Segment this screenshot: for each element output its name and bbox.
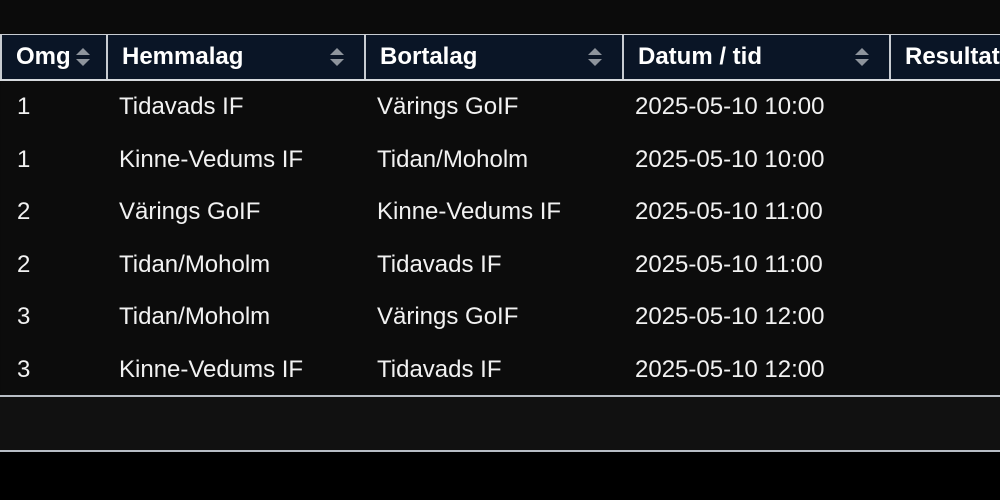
table-row[interactable]: 1 Kinne-Vedums IF Tidan/Moholm 2025-05-1…	[1, 133, 1000, 186]
cell-resultat	[890, 291, 1000, 344]
cell-bortalag: Tidavads IF	[365, 238, 623, 291]
cell-hemmalag: Tidan/Moholm	[107, 291, 365, 344]
column-header-label: Bortalag	[380, 43, 478, 71]
cell-bortalag: Tidavads IF	[365, 343, 623, 396]
bottom-band	[0, 452, 1000, 500]
column-header-resultat[interactable]: Resultat	[889, 34, 1000, 81]
cell-hemmalag: Värings GoIF	[107, 186, 365, 239]
cell-bortalag: Kinne-Vedums IF	[365, 186, 623, 239]
sort-icon[interactable]	[328, 46, 346, 68]
cell-resultat	[890, 133, 1000, 186]
cell-bortalag: Värings GoIF	[365, 291, 623, 344]
table-header: Omg Hemmalag Bortala	[0, 34, 1000, 81]
column-header-datum-tid[interactable]: Datum / tid	[622, 34, 890, 81]
sort-icon[interactable]	[853, 46, 871, 68]
sort-icon[interactable]	[74, 46, 92, 68]
column-header-label: Hemmalag	[122, 43, 244, 71]
cell-resultat	[890, 80, 1000, 134]
column-header-hemmalag[interactable]: Hemmalag	[106, 34, 365, 81]
cell-bortalag: Värings GoIF	[365, 80, 623, 134]
column-header-bortalag[interactable]: Bortalag	[364, 34, 623, 81]
table-row[interactable]: 3 Kinne-Vedums IF Tidavads IF 2025-05-10…	[1, 343, 1000, 396]
cell-hemmalag: Kinne-Vedums IF	[107, 343, 365, 396]
cell-datum-tid: 2025-05-10 10:00	[623, 133, 890, 186]
table-row[interactable]: 3 Tidan/Moholm Värings GoIF 2025-05-10 1…	[1, 291, 1000, 344]
table-row[interactable]: 2 Värings GoIF Kinne-Vedums IF 2025-05-1…	[1, 186, 1000, 239]
cell-omg: 2	[1, 186, 107, 239]
cell-omg: 1	[1, 80, 107, 134]
cell-resultat	[890, 238, 1000, 291]
cell-hemmalag: Tidan/Moholm	[107, 238, 365, 291]
cell-datum-tid: 2025-05-10 11:00	[623, 186, 890, 239]
column-header-label: Omg	[16, 43, 71, 71]
cell-omg: 3	[1, 343, 107, 396]
cell-omg: 3	[1, 291, 107, 344]
sort-icon[interactable]	[586, 46, 604, 68]
schedule-table: Omg Hemmalag Bortala	[0, 34, 1000, 396]
cell-omg: 1	[1, 133, 107, 186]
cell-omg: 2	[1, 238, 107, 291]
cell-bortalag: Tidan/Moholm	[365, 133, 623, 186]
footer-divider	[0, 450, 1000, 452]
cell-resultat	[890, 343, 1000, 396]
schedule-table-wrapper: Omg Hemmalag Bortala	[0, 34, 1000, 396]
cell-hemmalag: Tidavads IF	[107, 80, 365, 134]
table-bottom-divider	[0, 395, 1000, 397]
cell-datum-tid: 2025-05-10 12:00	[623, 343, 890, 396]
column-header-label: Resultat	[905, 43, 1000, 71]
column-header-label: Datum / tid	[638, 43, 762, 71]
table-row[interactable]: 1 Tidavads IF Värings GoIF 2025-05-10 10…	[1, 80, 1000, 134]
table-footer-area	[0, 397, 1000, 450]
header-row: Omg Hemmalag Bortala	[0, 34, 1000, 81]
cell-datum-tid: 2025-05-10 11:00	[623, 238, 890, 291]
cell-datum-tid: 2025-05-10 12:00	[623, 291, 890, 344]
column-header-omg[interactable]: Omg	[0, 34, 107, 81]
cell-datum-tid: 2025-05-10 10:00	[623, 80, 890, 134]
cell-resultat	[890, 186, 1000, 239]
cell-hemmalag: Kinne-Vedums IF	[107, 133, 365, 186]
table-body: 1 Tidavads IF Värings GoIF 2025-05-10 10…	[1, 80, 1000, 396]
table-row[interactable]: 2 Tidan/Moholm Tidavads IF 2025-05-10 11…	[1, 238, 1000, 291]
